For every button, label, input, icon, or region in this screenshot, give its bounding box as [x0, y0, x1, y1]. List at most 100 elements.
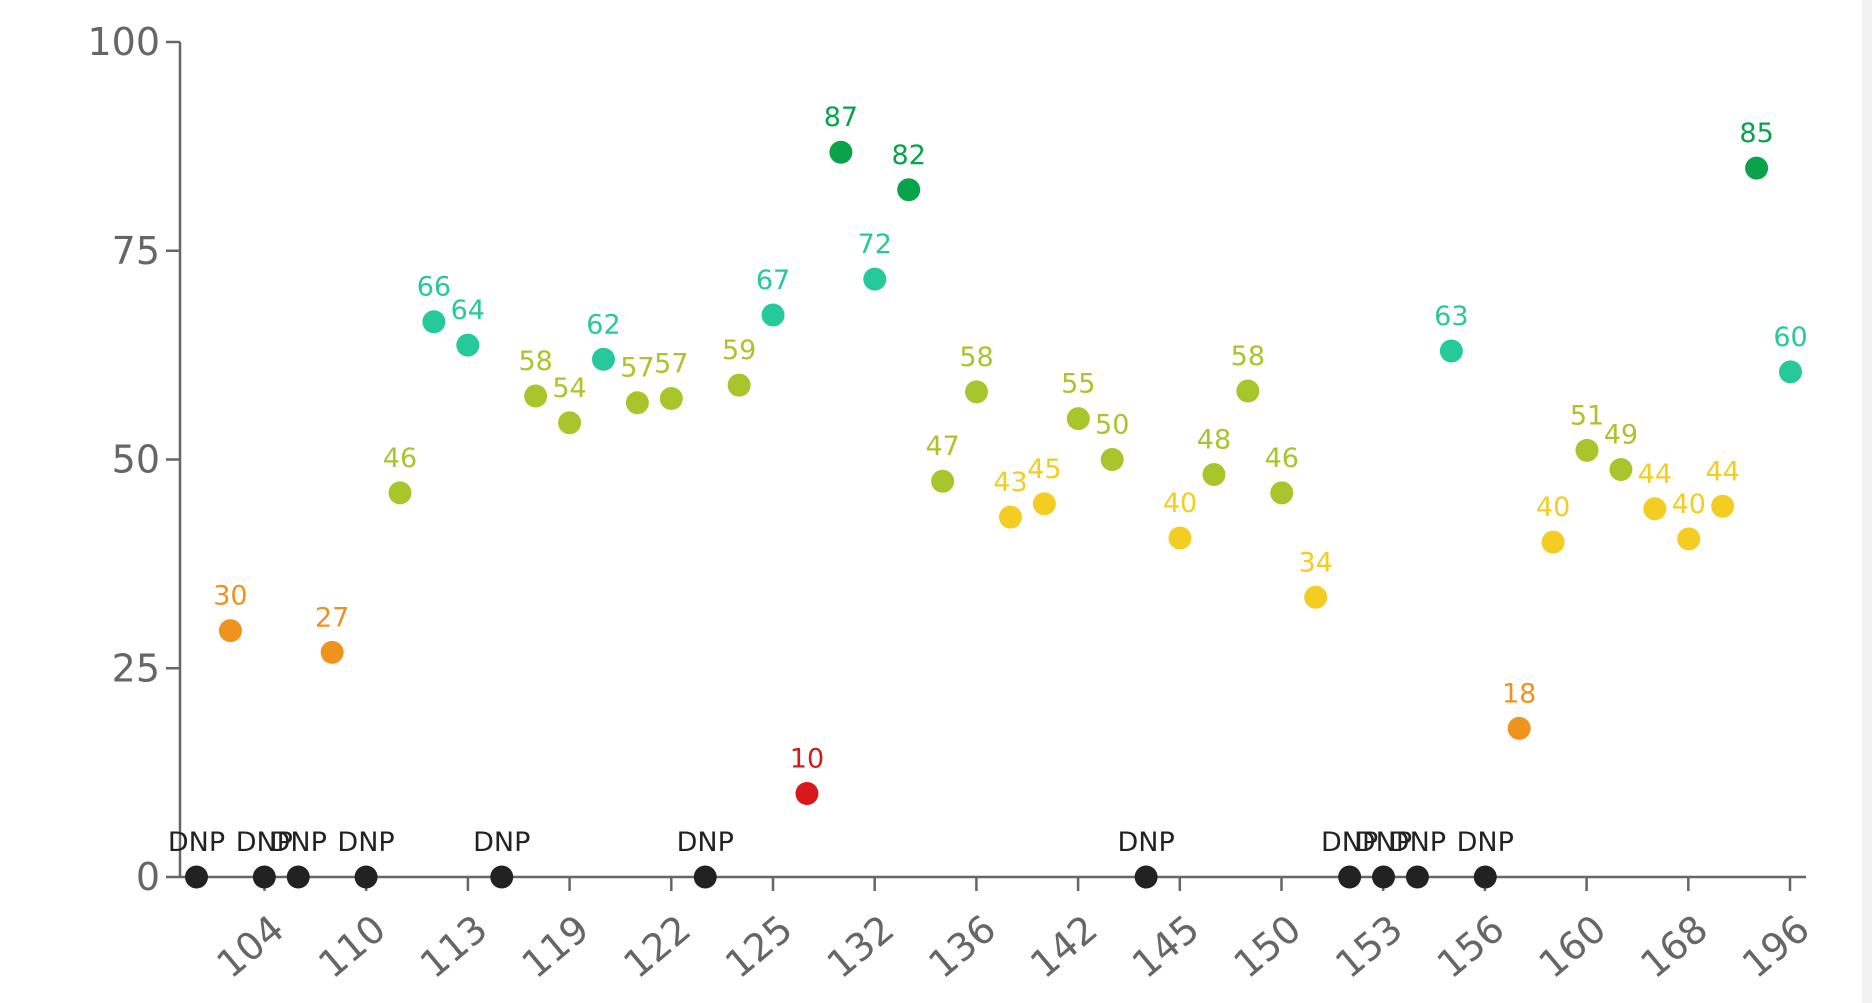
- data-point: [897, 178, 921, 202]
- x-tick-label: 132: [819, 906, 903, 986]
- point-value-label: 57: [620, 353, 654, 384]
- data-point: [1066, 407, 1090, 431]
- x-tick-label: 150: [1225, 906, 1309, 986]
- x-tick-label: 153: [1327, 906, 1411, 986]
- data-point: [727, 373, 751, 397]
- data-point: [965, 380, 989, 404]
- dnp-label: DNP: [1321, 827, 1378, 858]
- x-tick-label: 113: [412, 906, 496, 986]
- data-point: [456, 333, 480, 357]
- data-point: [1202, 463, 1226, 487]
- dnp-label: DNP: [236, 827, 293, 858]
- point-value-label: 18: [1502, 678, 1536, 709]
- dnp-point: [693, 865, 717, 889]
- data-point: [1575, 438, 1599, 462]
- point-value-label: 60: [1773, 322, 1807, 353]
- data-point: [320, 640, 344, 664]
- point-value-label: 67: [756, 265, 790, 296]
- point-value-label: 46: [383, 443, 417, 474]
- point-value-label: 62: [586, 309, 620, 340]
- dnp-label: DNP: [1117, 827, 1174, 858]
- x-tick-label: 122: [615, 906, 699, 986]
- point-value-label: 40: [1672, 489, 1706, 520]
- data-point: [1609, 458, 1633, 482]
- y-tick-label: 25: [112, 646, 160, 690]
- y-tick-label: 0: [136, 855, 160, 899]
- data-point: [1100, 448, 1124, 471]
- data-point: [829, 140, 853, 164]
- data-point: [218, 619, 242, 643]
- point-value-label: 50: [1095, 410, 1129, 441]
- dnp-point: [286, 865, 310, 889]
- dnp-label: DNP: [168, 827, 225, 858]
- data-point: [524, 384, 548, 408]
- point-value-label: 10: [790, 744, 824, 775]
- data-point: [931, 469, 955, 493]
- data-point: [1643, 497, 1667, 521]
- data-point: [1304, 585, 1328, 609]
- data-point: [761, 303, 785, 327]
- point-value-label: 72: [858, 229, 892, 260]
- x-tick-label: 104: [208, 906, 292, 986]
- x-tick-label: 125: [717, 906, 801, 986]
- point-value-label: 44: [1705, 456, 1739, 487]
- dnp-point: [1405, 865, 1429, 889]
- point-value-label: 47: [925, 431, 959, 462]
- point-value-label: 82: [892, 140, 926, 171]
- data-point: [1032, 492, 1056, 516]
- dnp-label: DNP: [337, 827, 394, 858]
- y-tick-label: 50: [112, 438, 160, 482]
- point-value-label: 45: [1027, 454, 1061, 485]
- dnp-point: [490, 865, 514, 889]
- data-point: [1779, 360, 1802, 384]
- dnp-point: [354, 865, 378, 889]
- x-tick-label: 196: [1734, 906, 1818, 986]
- x-tick-label: 160: [1531, 906, 1615, 986]
- dnp-point: [1338, 865, 1362, 889]
- dnp-point: [252, 865, 276, 889]
- x-axis: 104 110 113 119 122 125 132 136 142 145 150 153 156 1…: [180, 875, 1818, 987]
- dnp-label: DNP: [270, 827, 327, 858]
- data-point: [1541, 530, 1565, 554]
- dnp-label: DNP: [1355, 827, 1412, 858]
- point-value-label: 58: [959, 342, 993, 373]
- data-point: [1270, 481, 1294, 505]
- point-value-label: 46: [1265, 443, 1299, 474]
- point-value-label: 49: [1604, 420, 1638, 451]
- data-point: [1439, 339, 1463, 363]
- y-tick-label: 75: [112, 229, 160, 273]
- point-value-label: 59: [722, 335, 756, 366]
- data-point: [591, 347, 615, 371]
- data-point: [1507, 716, 1531, 740]
- y-tick-label: 100: [87, 20, 160, 64]
- point-value-label: 34: [1299, 547, 1333, 578]
- point-value-label: 87: [824, 102, 858, 133]
- data-point: [388, 481, 412, 505]
- point-value-label: 54: [552, 373, 586, 404]
- data-point: [625, 391, 649, 415]
- x-tick-label: 142: [1022, 906, 1106, 986]
- data-point: [795, 782, 819, 805]
- point-value-label: 58: [1231, 341, 1265, 372]
- x-tick-label: 168: [1632, 906, 1716, 986]
- x-tick-label: 110: [310, 906, 394, 986]
- point-value-label: 58: [518, 346, 552, 377]
- data-point: [1711, 494, 1735, 518]
- x-tick-label: 119: [514, 906, 598, 986]
- point-value-label: 66: [417, 272, 451, 303]
- y-axis: 0 25 50 75 100: [87, 20, 182, 899]
- point-value-label: 85: [1739, 118, 1773, 149]
- x-tick-label: 136: [920, 906, 1004, 986]
- data-point: [998, 505, 1022, 529]
- data-point: [422, 310, 446, 334]
- dnp-label: DNP: [473, 827, 530, 858]
- point-value-label: 30: [213, 581, 247, 612]
- scroll-edge: [1862, 0, 1872, 1003]
- point-value-label: 40: [1536, 492, 1570, 523]
- dnp-label: DNP: [1457, 827, 1514, 858]
- point-value-label: 43: [993, 467, 1027, 498]
- point-value-label: 57: [654, 349, 688, 380]
- data-point: [1168, 526, 1192, 550]
